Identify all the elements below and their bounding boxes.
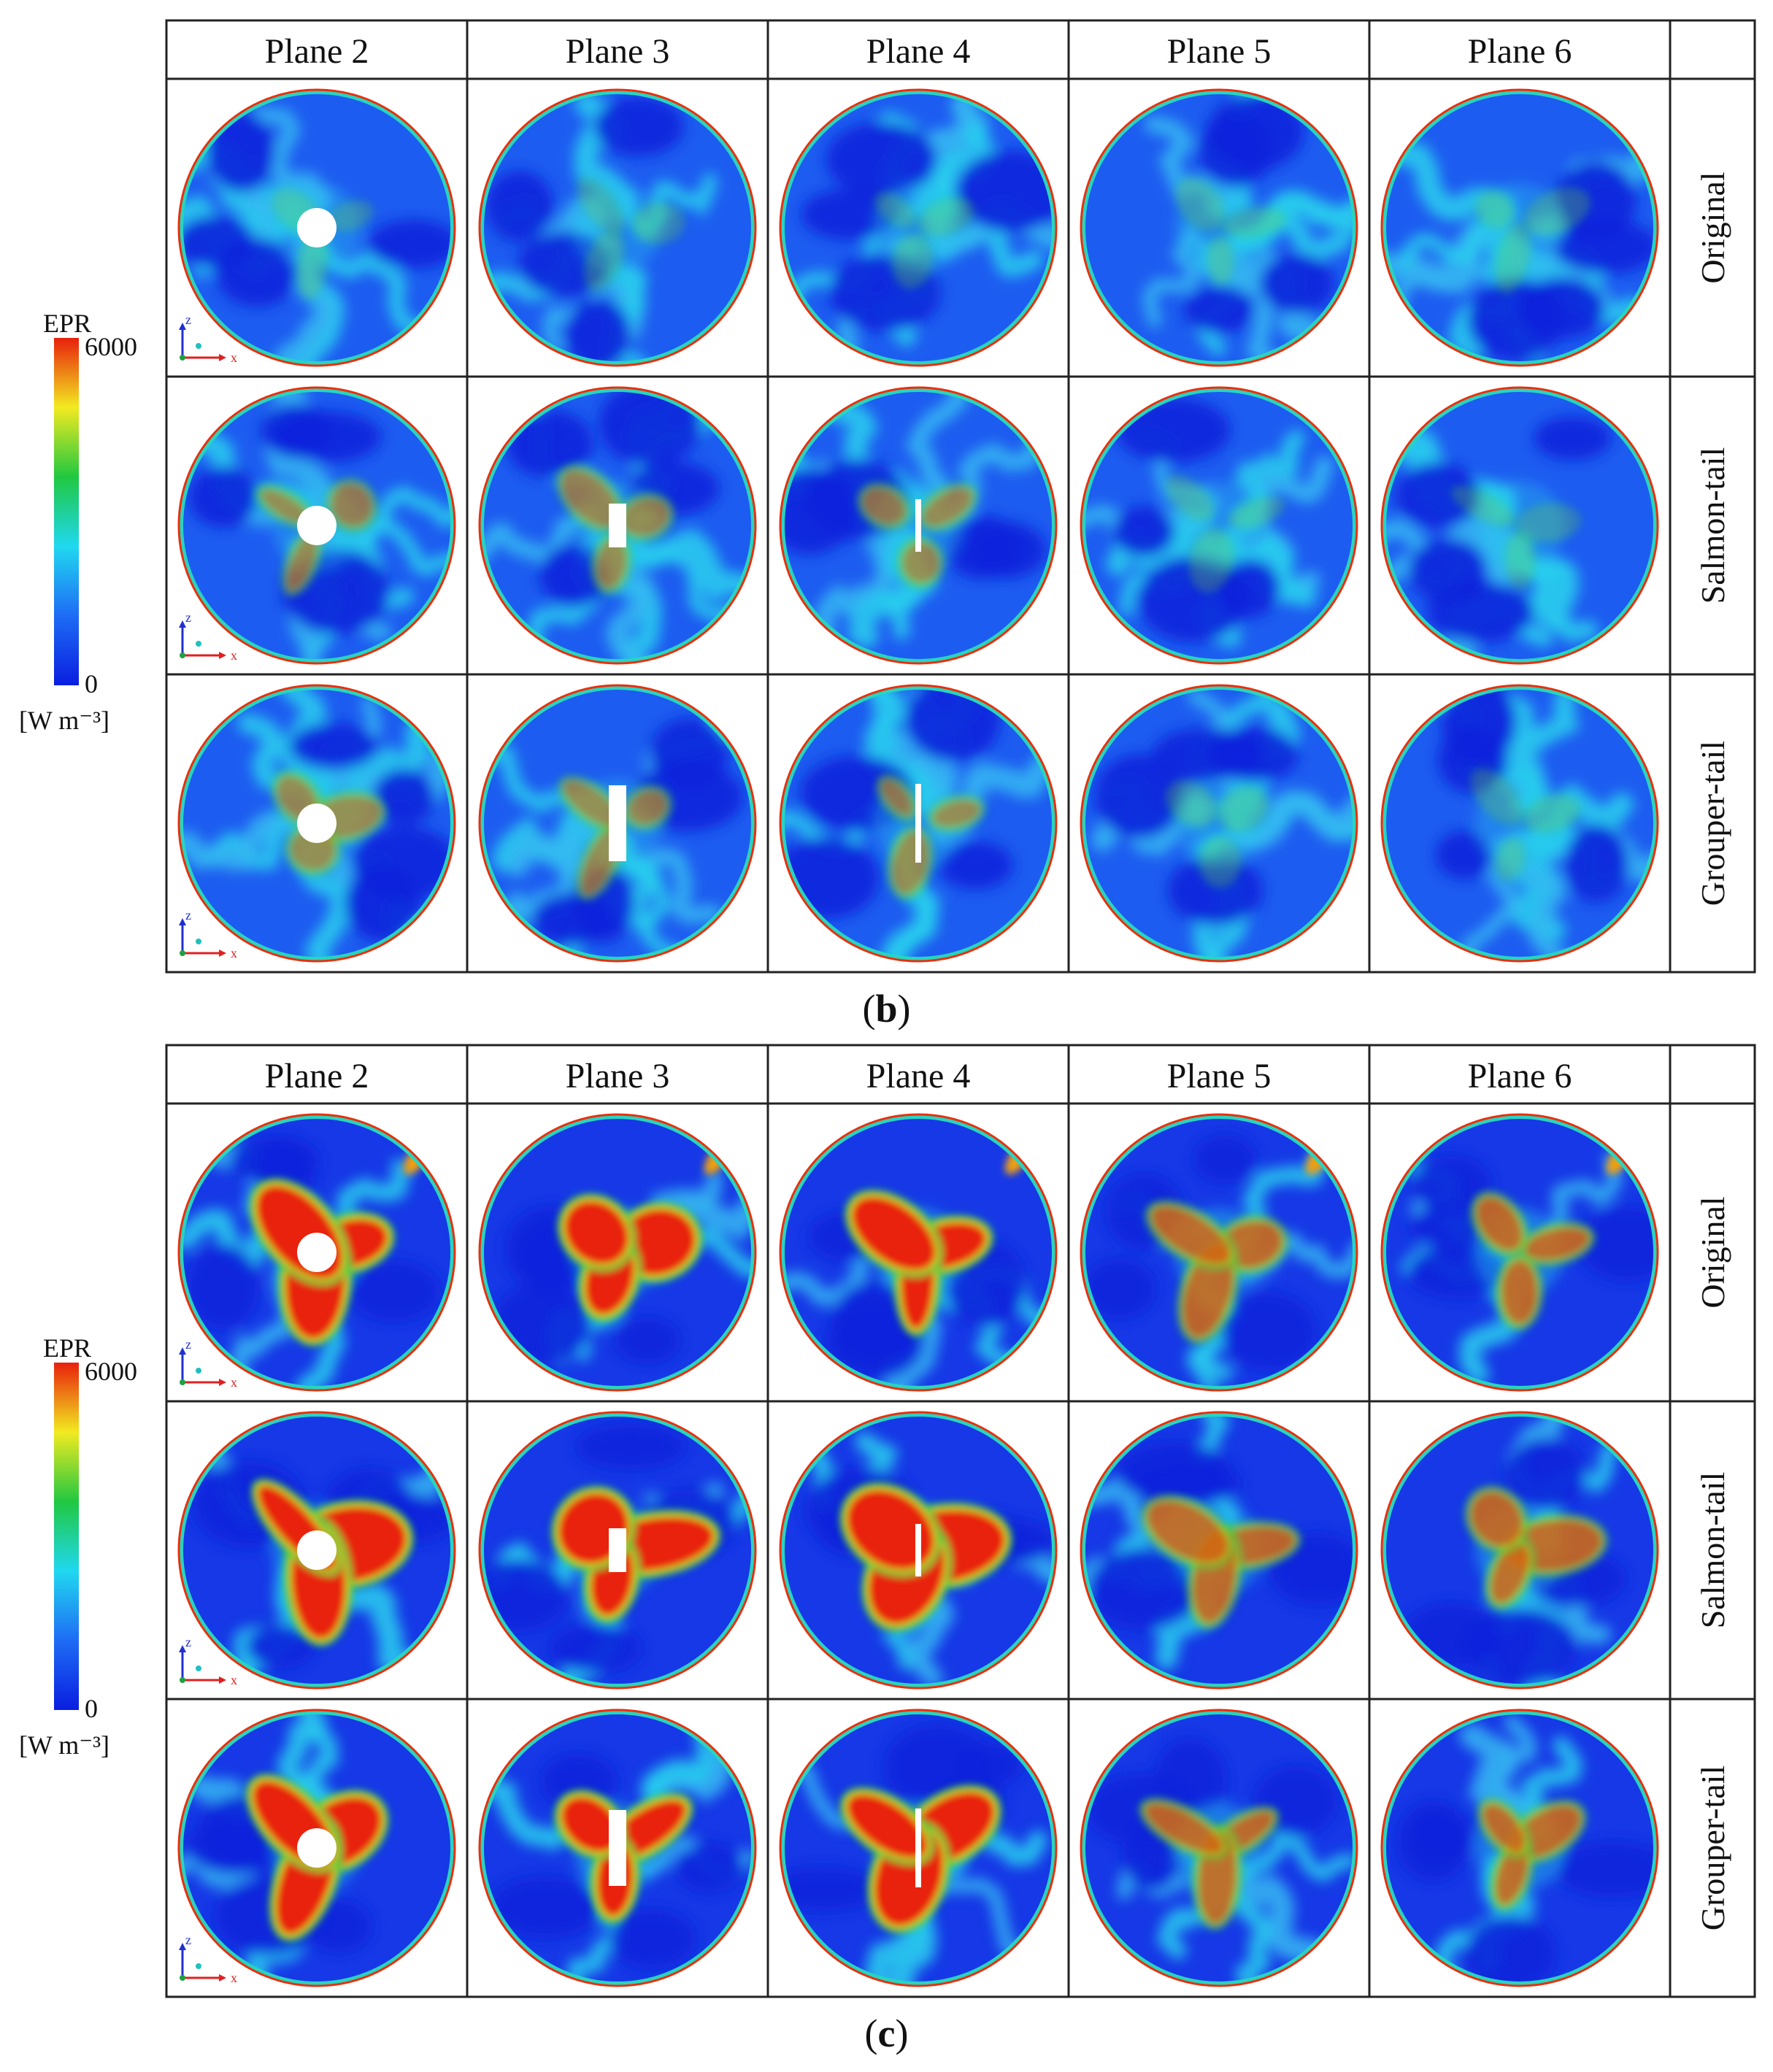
row-label: Salmon-tail	[1694, 1472, 1731, 1629]
contour-plot	[478, 1113, 757, 1392]
contour-plot	[779, 1113, 1058, 1392]
svg-text:x: x	[231, 350, 237, 365]
row-label: Salmon-tail	[1694, 447, 1731, 604]
contour-plot	[1080, 1709, 1358, 1987]
impeller-blade	[609, 504, 626, 547]
svg-text:x: x	[231, 946, 237, 960]
legend-unit: [W m⁻³]	[19, 1730, 109, 1760]
column-header: Plane 2	[265, 32, 369, 71]
contour-plot	[177, 88, 456, 367]
impeller-blade	[915, 499, 921, 552]
contour-plot	[478, 88, 757, 367]
legend-min: 0	[85, 669, 98, 698]
impeller-blade	[609, 1810, 626, 1886]
contour-plot	[779, 88, 1058, 367]
contour-plot	[177, 386, 456, 665]
contour-plot	[478, 1709, 757, 1987]
contour-plot	[1080, 1113, 1358, 1392]
contour-plot	[1080, 684, 1358, 963]
contour-plot	[779, 386, 1058, 665]
svg-text:z: z	[185, 610, 191, 625]
contour-plot	[177, 1709, 456, 1987]
caption-c-letter: c	[877, 2011, 896, 2055]
axis-triad: zx	[179, 1337, 237, 1390]
caption-b-letter: b	[875, 987, 898, 1031]
row-label: Original	[1694, 172, 1731, 283]
column-header: Plane 2	[265, 1057, 369, 1095]
row-label: Grouper-tail	[1694, 741, 1731, 906]
contour-plot	[1380, 1709, 1659, 1987]
legend-max: 6000	[85, 332, 137, 361]
caption-c: (c)	[864, 2011, 909, 2055]
contour-plot	[1380, 684, 1659, 963]
legend-colorbar	[54, 1363, 79, 1710]
axis-triad: zx	[179, 610, 237, 663]
contour-plot	[779, 1411, 1058, 1690]
impeller-blade	[609, 1528, 626, 1572]
contour-plot	[478, 386, 757, 665]
column-header: Plane 4	[866, 32, 971, 71]
column-header: Plane 6	[1468, 1057, 1572, 1095]
contour-plot	[1080, 1411, 1358, 1690]
column-header: Plane 3	[566, 1057, 670, 1095]
shaft-hub	[297, 1828, 336, 1868]
svg-text:z: z	[185, 1635, 191, 1649]
shaft-hub	[297, 1233, 336, 1272]
shaft-hub	[297, 1530, 336, 1570]
impeller-blade	[915, 1524, 921, 1576]
shaft-hub	[297, 506, 336, 545]
contour-plot	[1080, 88, 1358, 367]
impeller-blade	[915, 784, 921, 863]
svg-text:x: x	[231, 648, 237, 663]
legend-unit: [W m⁻³]	[19, 706, 109, 735]
contour-plot	[779, 1709, 1058, 1987]
axis-triad: zx	[179, 1635, 237, 1687]
contour-plot	[1080, 386, 1358, 665]
legend-title: EPR	[43, 1333, 91, 1363]
svg-text:z: z	[185, 1933, 191, 1947]
caption-b: (b)	[862, 987, 911, 1031]
row-label: Original	[1694, 1196, 1731, 1308]
svg-text:z: z	[185, 908, 191, 923]
axis-triad: zx	[179, 1933, 237, 1985]
column-header: Plane 4	[866, 1057, 971, 1095]
contour-plot	[478, 1411, 757, 1690]
impeller-blade	[915, 1809, 921, 1887]
column-header: Plane 5	[1167, 32, 1272, 71]
contour-plot	[1380, 1113, 1659, 1392]
contour-plot	[1380, 1411, 1659, 1690]
contour-plot	[478, 684, 757, 963]
svg-text:x: x	[231, 1375, 237, 1390]
legend-title: EPR	[43, 309, 91, 338]
contour-plot	[1380, 88, 1659, 367]
svg-text:x: x	[231, 1971, 237, 1985]
svg-text:z: z	[185, 312, 191, 327]
table-grid	[165, 1044, 1756, 1998]
row-label: Grouper-tail	[1694, 1765, 1731, 1930]
column-header: Plane 3	[566, 32, 670, 71]
svg-text:z: z	[185, 1337, 191, 1352]
contour-plot	[1380, 386, 1659, 665]
contour-plot	[177, 684, 456, 963]
axis-triad: zx	[179, 908, 237, 960]
impeller-blade	[609, 785, 626, 861]
shaft-hub	[297, 208, 336, 247]
contour-plot	[177, 1113, 456, 1392]
column-header: Plane 6	[1468, 32, 1572, 71]
table-grid	[165, 19, 1756, 974]
contour-plot	[177, 1411, 456, 1690]
legend-colorbar	[54, 338, 79, 685]
svg-text:x: x	[231, 1673, 237, 1687]
legend-min: 0	[85, 1694, 98, 1723]
contour-plot	[779, 684, 1058, 963]
legend-max: 6000	[85, 1357, 137, 1386]
shaft-hub	[297, 804, 336, 843]
column-header: Plane 5	[1167, 1057, 1272, 1095]
axis-triad: zx	[179, 312, 237, 365]
